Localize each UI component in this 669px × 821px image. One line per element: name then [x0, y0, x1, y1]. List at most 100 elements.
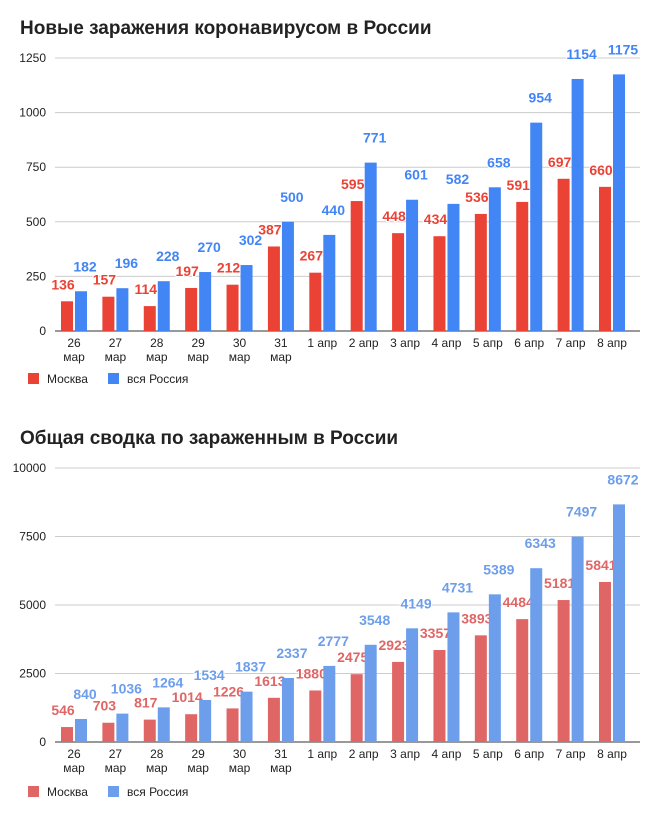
data-label: 5841: [585, 557, 616, 573]
bar-moscow: [433, 236, 446, 331]
bar-russia: [75, 291, 87, 331]
data-label: 546: [51, 702, 75, 718]
bar-moscow: [143, 306, 156, 331]
data-label: 703: [93, 698, 117, 714]
bar-russia: [571, 78, 584, 331]
data-label: 1534: [194, 667, 225, 683]
data-label: 136: [51, 276, 75, 292]
bar-moscow: [226, 708, 239, 742]
data-label: 2923: [378, 637, 409, 653]
x-tick-label: 27 мар: [105, 747, 127, 775]
bar-moscow: [350, 674, 363, 742]
data-label: 536: [465, 189, 489, 205]
data-label: 1154: [566, 46, 597, 62]
bar-moscow: [474, 213, 487, 331]
legend-label: вся Россия: [127, 785, 188, 799]
x-tick-label: 3 апр: [390, 336, 420, 350]
data-label: 817: [134, 695, 158, 711]
x-tick-label: 27 мар: [105, 336, 127, 364]
bar-moscow: [61, 301, 73, 331]
bar-moscow: [226, 284, 239, 331]
data-label: 196: [115, 255, 139, 271]
data-label: 658: [487, 154, 511, 170]
y-tick-label: 250: [26, 269, 46, 283]
data-label: 8672: [607, 471, 638, 487]
data-label: 697: [548, 154, 572, 170]
y-tick-label: 7500: [19, 530, 46, 544]
bar-moscow: [267, 697, 280, 742]
bar-russia: [199, 272, 212, 331]
bar-moscow: [557, 178, 570, 331]
chart-title: Новые заражения коронавирусом в России: [20, 18, 432, 39]
bar-moscow: [309, 690, 322, 742]
x-tick-label: 7 апр: [556, 747, 586, 761]
data-label: 660: [589, 162, 613, 178]
data-label: 212: [217, 260, 241, 276]
y-tick-label: 500: [26, 215, 46, 229]
data-label: 4731: [442, 579, 473, 595]
data-label: 448: [382, 208, 406, 224]
x-tick-label: 29 мар: [187, 336, 209, 364]
bar-moscow: [350, 201, 363, 331]
data-label: 4149: [400, 595, 431, 611]
legend-swatch: [28, 373, 39, 384]
data-label: 1226: [213, 683, 244, 699]
x-tick-label: 5 апр: [473, 747, 503, 761]
bar-moscow: [557, 600, 570, 742]
data-label: 387: [258, 221, 282, 237]
x-tick-label: 29 мар: [187, 747, 209, 775]
bar-russia: [406, 199, 419, 331]
bar-russia: [488, 594, 501, 742]
x-tick-label: 26 мар: [63, 747, 85, 775]
x-tick-label: 2 апр: [349, 336, 379, 350]
x-tick-label: 3 апр: [390, 747, 420, 761]
bar-russia: [116, 713, 129, 742]
data-label: 197: [175, 263, 199, 279]
y-tick-label: 1250: [19, 51, 46, 65]
bar-moscow: [392, 661, 405, 742]
bar-moscow: [102, 722, 115, 742]
data-label: 5389: [483, 561, 514, 577]
bar-moscow: [516, 201, 529, 331]
bar-moscow: [599, 581, 611, 742]
data-label: 7497: [566, 504, 597, 520]
x-tick-label: 8 апр: [597, 336, 627, 350]
x-tick-label: 26 мар: [63, 336, 85, 364]
data-label: 601: [404, 167, 428, 183]
y-tick-label: 5000: [19, 598, 46, 612]
data-label: 5181: [544, 575, 575, 591]
bar-russia: [447, 612, 460, 742]
data-label: 1036: [111, 681, 142, 697]
bar-russia: [116, 288, 129, 331]
data-label: 6343: [525, 535, 556, 551]
bar-russia: [364, 162, 377, 331]
bar-russia: [281, 221, 294, 331]
legend-swatch: [108, 373, 119, 384]
y-tick-label: 0: [39, 735, 46, 749]
data-label: 228: [156, 248, 180, 264]
data-label: 954: [529, 90, 553, 106]
data-label: 2475: [337, 649, 368, 665]
data-label: 582: [446, 171, 470, 187]
bar-moscow: [267, 246, 280, 331]
data-label: 1175: [608, 41, 639, 57]
bar-russia: [240, 265, 253, 331]
legend-label: Москва: [47, 372, 88, 386]
bar-moscow: [474, 635, 487, 742]
data-label: 302: [239, 232, 263, 248]
x-tick-label: 31 мар: [270, 747, 292, 775]
data-label: 2337: [276, 645, 307, 661]
y-tick-label: 1000: [19, 106, 46, 120]
x-tick-label: 7 апр: [556, 336, 586, 350]
data-label: 595: [341, 176, 365, 192]
bar-russia: [199, 699, 212, 742]
data-label: 4484: [503, 594, 534, 610]
x-tick-label: 4 апр: [432, 336, 462, 350]
data-label: 440: [322, 202, 346, 218]
data-label: 1264: [152, 674, 183, 690]
data-label: 1014: [172, 689, 203, 705]
bar-russia: [157, 281, 170, 331]
bar-russia: [613, 74, 625, 331]
